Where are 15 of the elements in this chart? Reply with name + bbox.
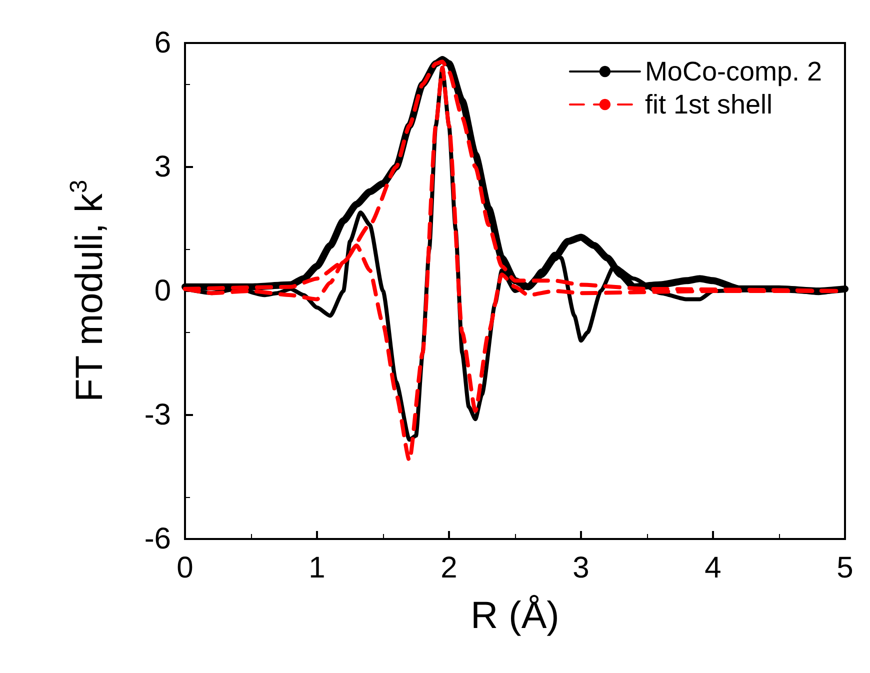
legend-label: MoCo-comp. 2 <box>644 56 822 86</box>
x-tick-label: 0 <box>176 552 194 584</box>
x-tick-label: 1 <box>308 552 326 584</box>
x-axis-title: R (Å) <box>470 594 560 637</box>
y-tick-label: 3 <box>154 150 171 184</box>
y-tick-label: -3 <box>144 398 171 432</box>
x-tick-label: 2 <box>440 552 458 584</box>
x-tick-label: 5 <box>836 552 854 584</box>
y-axis-title: FT moduli, k3 <box>66 180 111 402</box>
x-tick-label: 3 <box>572 552 590 584</box>
legend-label: fit 1st shell <box>644 90 773 120</box>
x-tick-label: 4 <box>704 552 722 584</box>
y-tick-label: 6 <box>154 26 171 60</box>
y-tick-label: 0 <box>154 274 171 308</box>
y-tick-label: -6 <box>144 522 171 556</box>
